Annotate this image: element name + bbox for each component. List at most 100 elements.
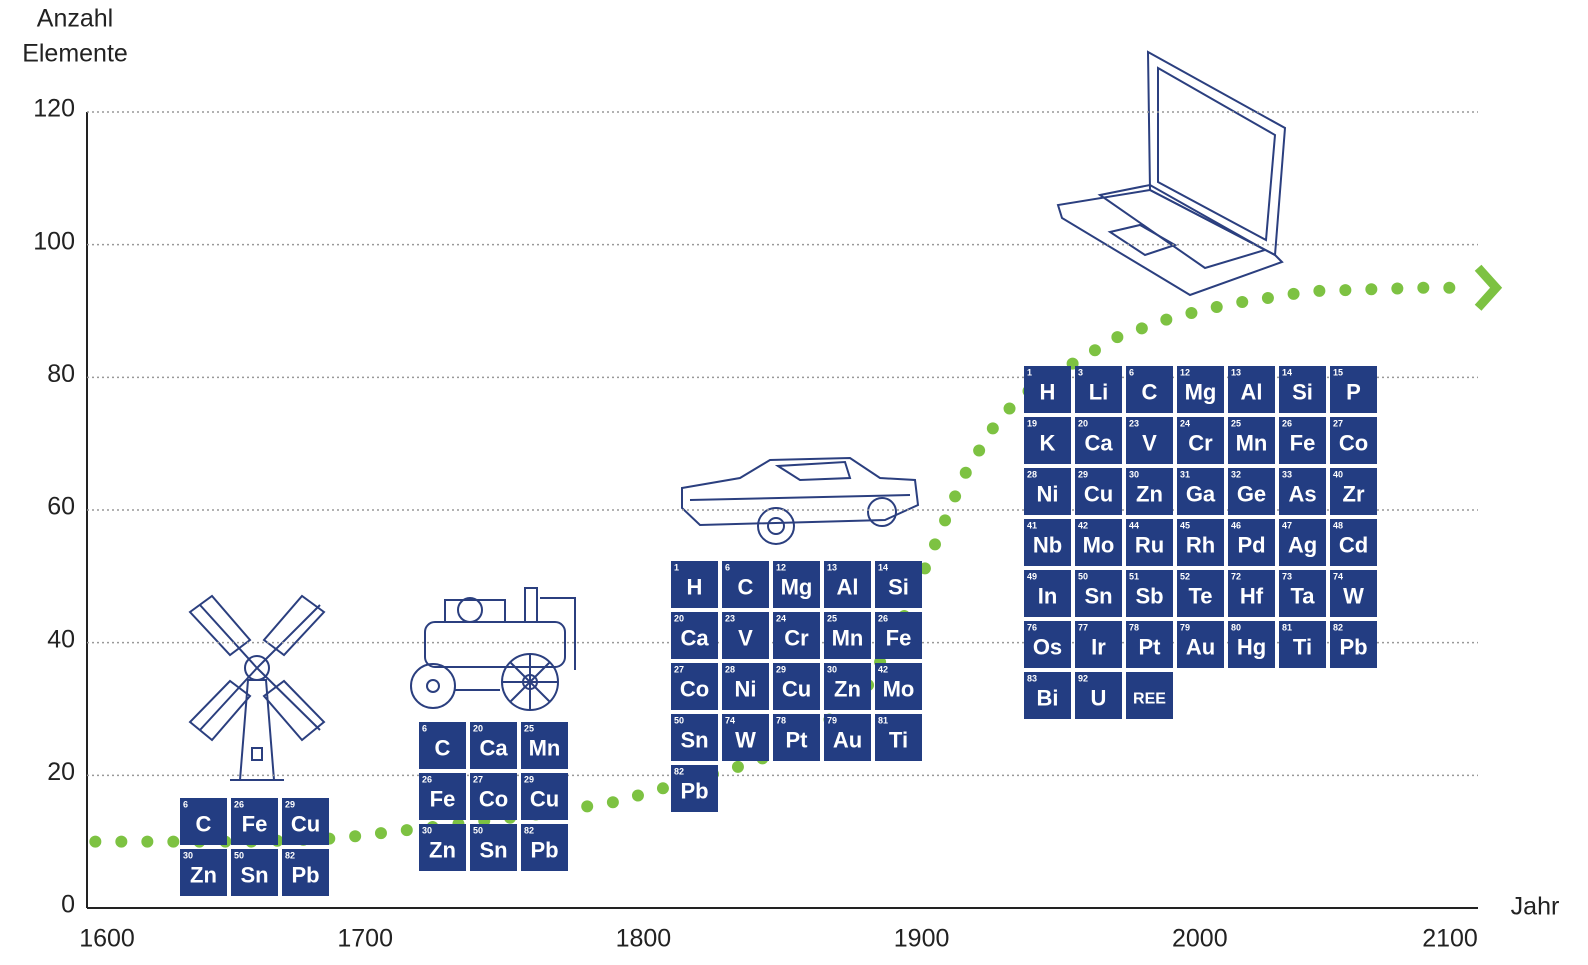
- element-tile: [1177, 519, 1224, 566]
- element-tile: [875, 561, 922, 608]
- element-tile: [722, 561, 769, 608]
- element-number: 27: [473, 774, 483, 784]
- element-symbol: Cd: [1339, 532, 1368, 557]
- element-tile: [671, 714, 718, 761]
- element-number: 50: [674, 715, 684, 725]
- element-symbol: P: [1346, 379, 1361, 404]
- element-number: 74: [725, 715, 735, 725]
- element-tile: [1126, 366, 1173, 413]
- element-symbol: Co: [479, 786, 508, 811]
- element-symbol: Pb: [1339, 634, 1367, 659]
- element-number: 24: [1180, 418, 1190, 428]
- element-number: 82: [674, 766, 684, 776]
- element-tile: [1279, 519, 1326, 566]
- element-tile: [1279, 570, 1326, 617]
- element-number: 50: [473, 825, 483, 835]
- element-number: 6: [422, 723, 427, 733]
- element-number: 28: [725, 664, 735, 674]
- element-number: 20: [674, 613, 684, 623]
- element-number: 1: [1027, 367, 1032, 377]
- element-symbol: Fe: [1290, 430, 1316, 455]
- element-tile: [1177, 621, 1224, 668]
- y-tick-label: 60: [47, 493, 75, 521]
- element-number: 27: [674, 664, 684, 674]
- element-number: 25: [827, 613, 837, 623]
- element-tile: [824, 663, 871, 710]
- element-symbol: Ca: [479, 735, 508, 760]
- element-number: 20: [473, 723, 483, 733]
- element-symbol: Hg: [1237, 634, 1266, 659]
- element-symbol: W: [1343, 583, 1364, 608]
- x-tick-label: 1700: [337, 925, 393, 953]
- element-tile: [1075, 570, 1122, 617]
- element-tile: [1330, 621, 1377, 668]
- element-number: 40: [1333, 469, 1343, 479]
- element-symbol: Ga: [1186, 481, 1216, 506]
- element-number: 33: [1282, 469, 1292, 479]
- element-symbol: Sn: [1084, 583, 1112, 608]
- element-symbol: C: [738, 574, 754, 599]
- y-tick-label: 120: [33, 95, 75, 123]
- element-number: 12: [1180, 367, 1190, 377]
- element-number: 51: [1129, 571, 1139, 581]
- element-symbol: Ge: [1237, 481, 1266, 506]
- element-tile: [1228, 621, 1275, 668]
- element-tile: [180, 798, 227, 845]
- element-number: 26: [878, 613, 888, 623]
- element-number: 73: [1282, 571, 1292, 581]
- element-number: 74: [1333, 571, 1343, 581]
- x-tick-label: 2000: [1172, 925, 1228, 953]
- element-number: 13: [1231, 367, 1241, 377]
- element-number: 6: [725, 562, 730, 572]
- element-tile: [1228, 519, 1275, 566]
- element-tile: [521, 824, 568, 871]
- y-tick-label: 20: [47, 758, 75, 786]
- x-axis-label: Jahr: [1511, 893, 1560, 921]
- element-tile: [1228, 468, 1275, 515]
- element-number: 48: [1333, 520, 1343, 530]
- element-symbol: Co: [1339, 430, 1368, 455]
- element-tile: [1177, 570, 1224, 617]
- steam-engine-icon: [410, 587, 576, 711]
- element-symbol: Zn: [190, 862, 217, 887]
- y-axis-label: Anzahl: [37, 5, 113, 33]
- y-tick-label: 0: [61, 891, 75, 919]
- element-number: 77: [1078, 622, 1088, 632]
- element-number: 42: [1078, 520, 1088, 530]
- element-number: 82: [1333, 622, 1343, 632]
- element-number: 24: [776, 613, 786, 623]
- element-number: 32: [1231, 469, 1241, 479]
- element-tile: [1330, 570, 1377, 617]
- element-number: 82: [524, 825, 534, 835]
- element-number: 15: [1333, 367, 1343, 377]
- element-tile: [1024, 672, 1071, 719]
- windmill-icon: [188, 594, 326, 781]
- y-tick-label: 100: [33, 227, 75, 255]
- element-tile: [1279, 468, 1326, 515]
- element-number: 76: [1027, 622, 1037, 632]
- element-symbol: Mo: [883, 676, 915, 701]
- element-number: 13: [827, 562, 837, 572]
- element-number: 44: [1129, 520, 1139, 530]
- element-tile: [773, 561, 820, 608]
- element-symbol: Si: [1292, 379, 1313, 404]
- element-number: 80: [1231, 622, 1241, 632]
- element-number: 29: [1078, 469, 1088, 479]
- element-tile: [824, 714, 871, 761]
- element-tile: [419, 824, 466, 871]
- element-tile: [1330, 519, 1377, 566]
- element-symbol: Rh: [1186, 532, 1215, 557]
- element-tile: [1177, 366, 1224, 413]
- element-symbol: C: [196, 811, 212, 836]
- element-symbol: Fe: [886, 625, 912, 650]
- element-tile: [1279, 366, 1326, 413]
- element-tile: [1126, 672, 1173, 719]
- element-tile: [1024, 417, 1071, 464]
- element-tile: [671, 561, 718, 608]
- element-number: 25: [1231, 418, 1241, 428]
- element-tile: [1279, 417, 1326, 464]
- x-tick-label: 1900: [894, 925, 950, 953]
- element-symbol: Zr: [1343, 481, 1365, 506]
- element-symbol: Ag: [1288, 532, 1317, 557]
